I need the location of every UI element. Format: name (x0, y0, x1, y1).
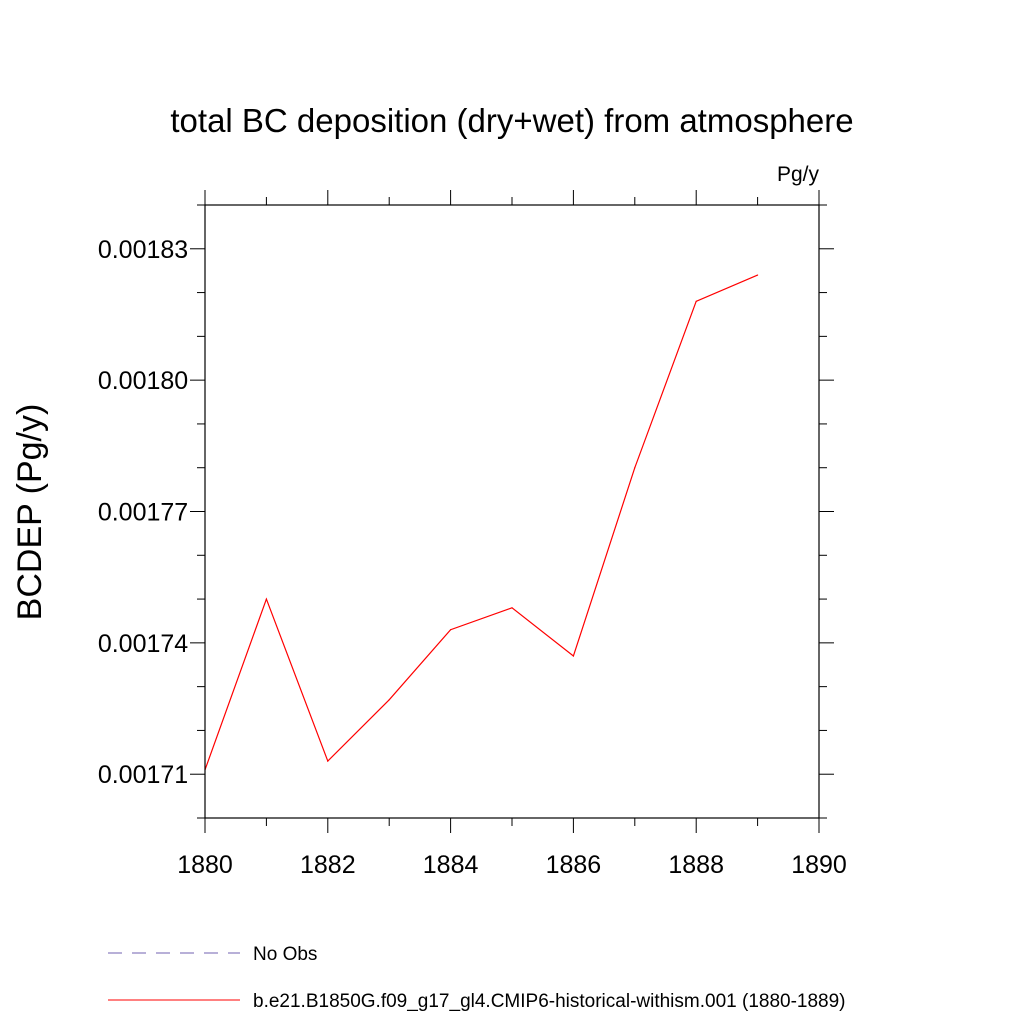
x-tick-label: 1886 (546, 851, 602, 879)
legend-label-no-obs: No Obs (253, 944, 317, 965)
axis-ticks (190, 190, 834, 833)
data-point (572, 655, 575, 657)
plot-frame (204, 204, 820, 819)
data-point (757, 274, 759, 276)
x-tick-label: 1888 (668, 851, 724, 879)
data-point (265, 598, 267, 600)
x-tick-label: 1890 (791, 851, 847, 879)
chart-title: total BC deposition (dry+wet) from atmos… (170, 102, 853, 139)
data-point (450, 629, 452, 631)
y-axis-label: BCDEP (Pg/y) (11, 404, 49, 621)
axis-tick-labels: 1880 1882 1884 1886 1888 1890 0.00171 0.00174 0.… (98, 236, 847, 879)
y-tick-label: 0.00183 (98, 236, 188, 264)
data-point (388, 699, 390, 701)
data-point (511, 607, 513, 609)
y-tick-label: 0.00171 (98, 761, 188, 789)
series-layer (204, 274, 759, 771)
legend-label-model-run: b.e21.B1850G.f09_g17_gl4.CMIP6-historica… (253, 991, 846, 1012)
x-tick-label: 1882 (300, 851, 356, 879)
data-point (695, 300, 697, 302)
data-point (634, 467, 636, 469)
x-tick-label: 1880 (177, 851, 233, 879)
y-tick-label: 0.00177 (98, 499, 188, 527)
series-line (204, 274, 758, 771)
x-tick-label: 1884 (423, 851, 479, 879)
y-tick-label: 0.00180 (98, 367, 188, 395)
y-tick-label: 0.00174 (98, 630, 188, 658)
legend: No Obs b.e21.B1850G.f09_g17_gl4.CMIP6-hi… (108, 944, 846, 1012)
data-point (327, 760, 329, 762)
units-label: Pg/y (777, 163, 820, 186)
